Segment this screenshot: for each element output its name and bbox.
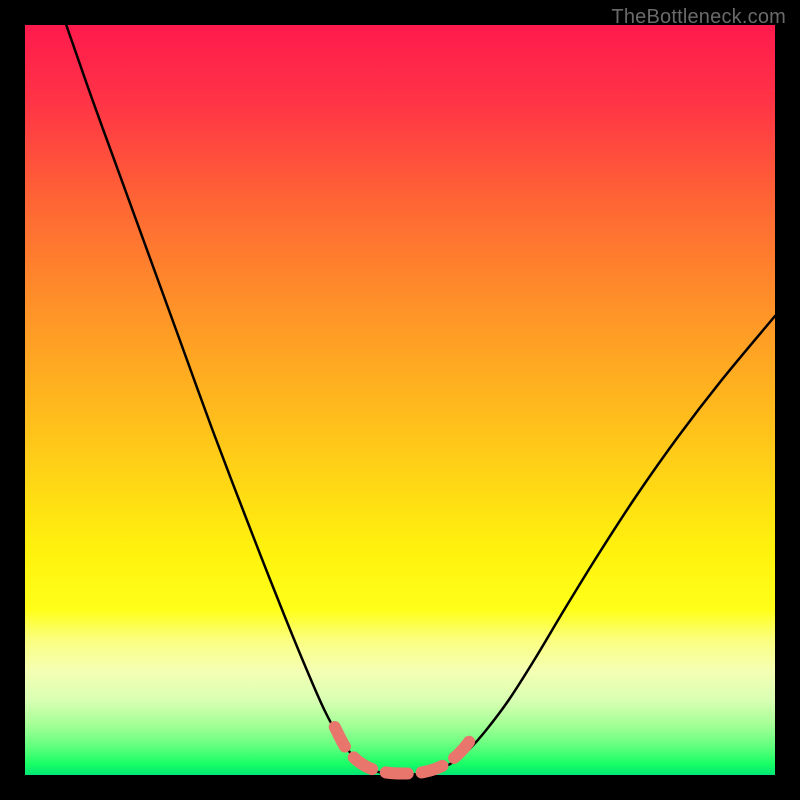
frame: TheBottleneck.com [0, 0, 800, 800]
bottom-bracket [335, 727, 474, 774]
chart-plot-area [25, 25, 775, 775]
overlay-layer [25, 25, 775, 775]
